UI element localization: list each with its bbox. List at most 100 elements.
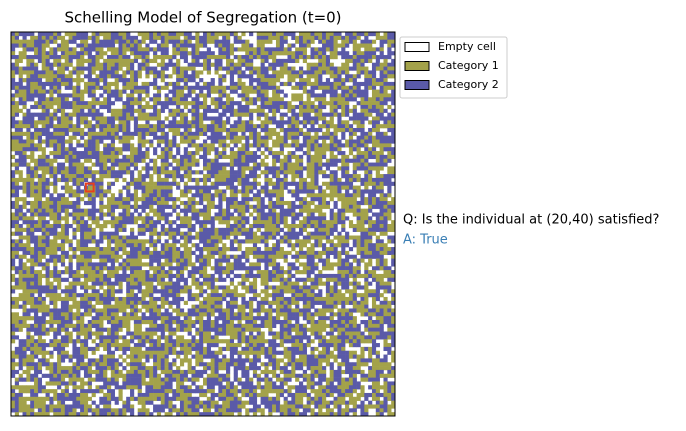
cell <box>360 43 365 48</box>
cell <box>368 58 373 64</box>
cell <box>249 47 254 52</box>
cell <box>256 35 261 40</box>
cell <box>268 108 273 113</box>
cell <box>133 220 139 225</box>
cell <box>172 97 177 102</box>
cell <box>45 89 50 94</box>
cell <box>195 243 200 248</box>
cell <box>60 197 66 202</box>
cell <box>153 32 158 37</box>
cell <box>356 70 361 75</box>
cell <box>383 62 388 67</box>
cell <box>118 43 123 48</box>
cell <box>371 151 377 156</box>
cell <box>53 224 58 229</box>
cell <box>318 270 323 275</box>
cell <box>356 158 361 163</box>
cell <box>252 197 258 202</box>
cell <box>348 93 354 98</box>
cell <box>375 239 380 244</box>
cell <box>137 66 142 71</box>
cell <box>76 220 81 225</box>
cell <box>325 224 331 229</box>
cell <box>130 254 135 259</box>
cell <box>287 250 292 256</box>
cell <box>295 166 300 171</box>
cell <box>45 35 50 40</box>
cell <box>375 247 380 252</box>
cell <box>99 204 104 209</box>
cell <box>37 39 43 44</box>
cell <box>160 47 165 52</box>
cell <box>360 193 365 198</box>
cell <box>306 32 311 37</box>
cell <box>356 32 361 37</box>
cell <box>130 266 135 271</box>
cell <box>187 235 192 240</box>
cell <box>122 85 127 90</box>
cell <box>206 200 211 206</box>
cell <box>272 204 277 209</box>
cell <box>329 143 334 148</box>
cell <box>64 66 69 71</box>
cell <box>179 220 185 225</box>
cell <box>272 243 277 248</box>
cell <box>80 104 85 110</box>
cell <box>64 239 69 244</box>
cell <box>391 116 396 121</box>
cell <box>383 197 388 202</box>
cell <box>325 66 331 71</box>
cell <box>41 35 46 40</box>
cell <box>360 208 365 213</box>
cell <box>107 247 112 252</box>
cell <box>203 235 208 240</box>
cell <box>160 147 165 152</box>
cell <box>95 35 100 40</box>
cell <box>241 254 246 259</box>
cell <box>203 35 208 40</box>
cell <box>110 58 115 64</box>
cell <box>203 166 208 171</box>
cell <box>130 204 135 209</box>
cell <box>87 200 92 206</box>
cell <box>233 177 238 183</box>
cell <box>34 35 39 40</box>
cell <box>130 270 135 275</box>
cell <box>203 208 208 213</box>
cell <box>64 189 69 194</box>
cell <box>348 208 354 213</box>
cell <box>60 108 66 113</box>
cell <box>133 147 139 152</box>
cell <box>295 81 300 87</box>
cell <box>183 193 188 198</box>
cell <box>310 197 315 202</box>
cell <box>183 32 188 37</box>
cell <box>195 185 200 190</box>
cell <box>14 120 19 125</box>
cell <box>260 200 265 206</box>
cell <box>133 151 139 156</box>
cell <box>295 174 300 179</box>
cell <box>329 131 334 136</box>
cell <box>183 120 188 125</box>
cell <box>160 55 165 60</box>
cell <box>337 70 342 75</box>
cell <box>110 231 115 236</box>
cell <box>57 200 62 206</box>
cell <box>249 51 254 56</box>
cell <box>49 208 54 213</box>
cell <box>26 243 31 248</box>
cell <box>214 62 219 67</box>
cell <box>137 32 142 37</box>
cell <box>145 200 150 206</box>
cell <box>345 208 350 213</box>
cell <box>264 212 269 217</box>
cell <box>68 254 73 259</box>
cell <box>206 93 211 98</box>
cell <box>260 162 265 167</box>
cell <box>210 231 215 236</box>
cell <box>137 247 142 252</box>
cell <box>379 224 384 229</box>
cell <box>268 258 273 263</box>
cell <box>133 35 139 40</box>
